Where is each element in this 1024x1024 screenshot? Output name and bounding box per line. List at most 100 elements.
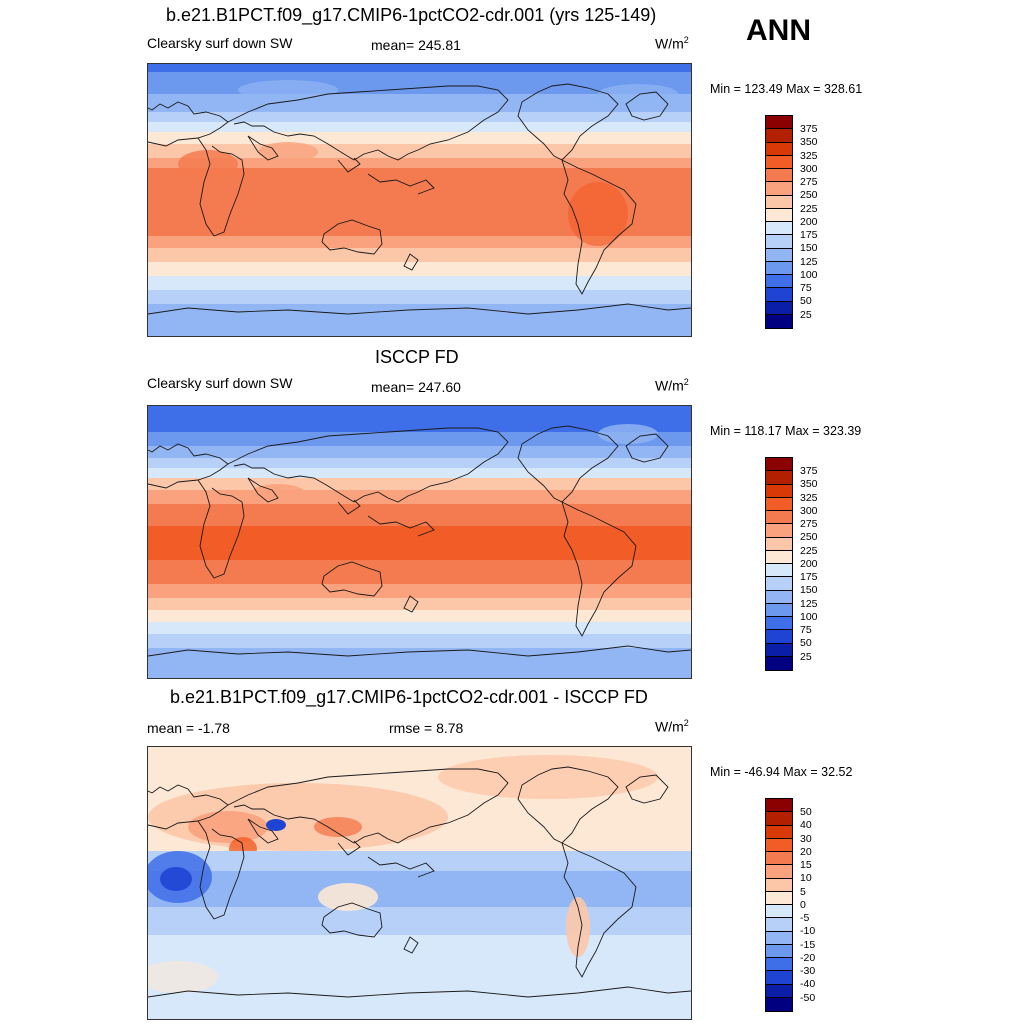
- panel3-title: b.e21.B1PCT.f09_g17.CMIP6-1pctCO2-cdr.00…: [170, 687, 648, 707]
- colorbar-box: [766, 314, 792, 328]
- colorbar-tick: 300: [800, 162, 818, 175]
- colorbar-box: [766, 971, 792, 985]
- colorbar-tick: -15: [800, 938, 816, 951]
- season-label: ANN: [746, 14, 811, 47]
- panel3-units: W/m2: [655, 718, 689, 735]
- colorbar-tick: 0: [800, 898, 806, 911]
- colorbar-box: [766, 643, 792, 657]
- panel2-variable-label: Clearsky surf down SW: [147, 375, 293, 391]
- panel3-map: [147, 746, 692, 1020]
- colorbar-tick: 250: [800, 531, 818, 544]
- colorbar-box: [766, 511, 792, 525]
- colorbar-box: [766, 550, 792, 564]
- colorbar-box: [766, 825, 792, 839]
- panel1-variable-label: Clearsky surf down SW: [147, 35, 293, 51]
- colorbar-box: [766, 799, 792, 813]
- colorbar-tick: 325: [800, 149, 818, 162]
- colorbar-box: [766, 984, 792, 998]
- colorbar-tick: -20: [800, 951, 816, 964]
- colorbar-tick: 275: [800, 518, 818, 530]
- colorbar-tick: 150: [800, 242, 818, 255]
- colorbar-tick: 150: [800, 584, 818, 597]
- colorbar-tick: 50: [800, 806, 812, 818]
- colorbar-box: [766, 288, 792, 302]
- colorbar-box: [766, 865, 792, 879]
- colorbar-box: [766, 997, 792, 1011]
- panel2-mean-label: mean= 247.60: [371, 379, 461, 395]
- colorbar-tick: -40: [800, 978, 816, 991]
- panel2-contour-field: [148, 406, 691, 678]
- panel1-units: W/m2: [655, 35, 689, 52]
- panel3-contour-field: [148, 747, 691, 1019]
- colorbar-box: [766, 838, 792, 852]
- panel2-colorbar: [765, 457, 793, 671]
- colorbar-box: [766, 458, 792, 472]
- colorbar-tick: 100: [800, 268, 818, 281]
- colorbar-box: [766, 878, 792, 892]
- panel1-title: b.e21.B1PCT.f09_g17.CMIP6-1pctCO2-cdr.00…: [166, 5, 657, 25]
- panel1-minmax: Min = 123.49 Max = 328.61: [710, 82, 863, 96]
- colorbar-box: [766, 208, 792, 222]
- colorbar-box: [766, 958, 792, 972]
- colorbar-box: [766, 222, 792, 236]
- colorbar-tick: 175: [800, 571, 818, 583]
- panel3-mean-label: mean = -1.78: [147, 720, 230, 736]
- colorbar-tick: 20: [800, 845, 812, 858]
- colorbar-tick: 200: [800, 215, 818, 228]
- colorbar-tick: 75: [800, 282, 812, 294]
- colorbar-tick: 15: [800, 859, 812, 871]
- colorbar-box: [766, 129, 792, 143]
- panel2-map: [147, 405, 692, 679]
- colorbar-box: [766, 116, 792, 130]
- colorbar-box: [766, 852, 792, 866]
- colorbar-box: [766, 577, 792, 591]
- colorbar-box: [766, 261, 792, 275]
- colorbar-box: [766, 248, 792, 262]
- colorbar-box: [766, 235, 792, 249]
- colorbar-box: [766, 603, 792, 617]
- colorbar-tick: 5: [800, 885, 806, 898]
- colorbar-tick: 250: [800, 189, 818, 202]
- panel2-minmax: Min = 118.17 Max = 323.39: [710, 424, 862, 438]
- colorbar-box: [766, 301, 792, 315]
- colorbar-box: [766, 590, 792, 604]
- colorbar-tick: 225: [800, 544, 818, 557]
- colorbar-box: [766, 471, 792, 485]
- colorbar-tick: 125: [800, 255, 818, 268]
- colorbar-box: [766, 484, 792, 498]
- colorbar-tick: 100: [800, 610, 818, 623]
- colorbar-box: [766, 275, 792, 289]
- colorbar-tick: 375: [800, 465, 818, 477]
- colorbar-box: [766, 169, 792, 183]
- colorbar-tick: 350: [800, 478, 818, 491]
- colorbar-tick: -50: [800, 991, 816, 1004]
- panel1-colorbar: [765, 115, 793, 329]
- panel2-title: ISCCP FD: [375, 347, 459, 367]
- panel3-colorbar: [765, 798, 793, 1012]
- colorbar-tick: -10: [800, 925, 816, 938]
- colorbar-box: [766, 656, 792, 670]
- colorbar-box: [766, 891, 792, 905]
- colorbar-tick: -30: [800, 965, 816, 977]
- colorbar-box: [766, 931, 792, 945]
- colorbar-box: [766, 524, 792, 538]
- colorbar-box: [766, 944, 792, 958]
- colorbar-box: [766, 155, 792, 169]
- colorbar-tick: 30: [800, 832, 812, 845]
- colorbar-tick: 10: [800, 872, 812, 885]
- colorbar-tick: 300: [800, 504, 818, 517]
- panel1-mean-label: mean= 245.81: [371, 37, 461, 53]
- colorbar-box: [766, 905, 792, 919]
- colorbar-tick: 40: [800, 819, 812, 832]
- colorbar-tick: 225: [800, 202, 818, 215]
- colorbar-box: [766, 564, 792, 578]
- colorbar-tick: 350: [800, 136, 818, 149]
- colorbar-box: [766, 812, 792, 826]
- colorbar-box: [766, 497, 792, 511]
- colorbar-tick: 175: [800, 229, 818, 241]
- colorbar-box: [766, 617, 792, 631]
- colorbar-tick: 275: [800, 176, 818, 188]
- colorbar-tick: 50: [800, 637, 812, 650]
- panel3-minmax: Min = -46.94 Max = 32.52: [710, 765, 853, 779]
- colorbar-box: [766, 142, 792, 156]
